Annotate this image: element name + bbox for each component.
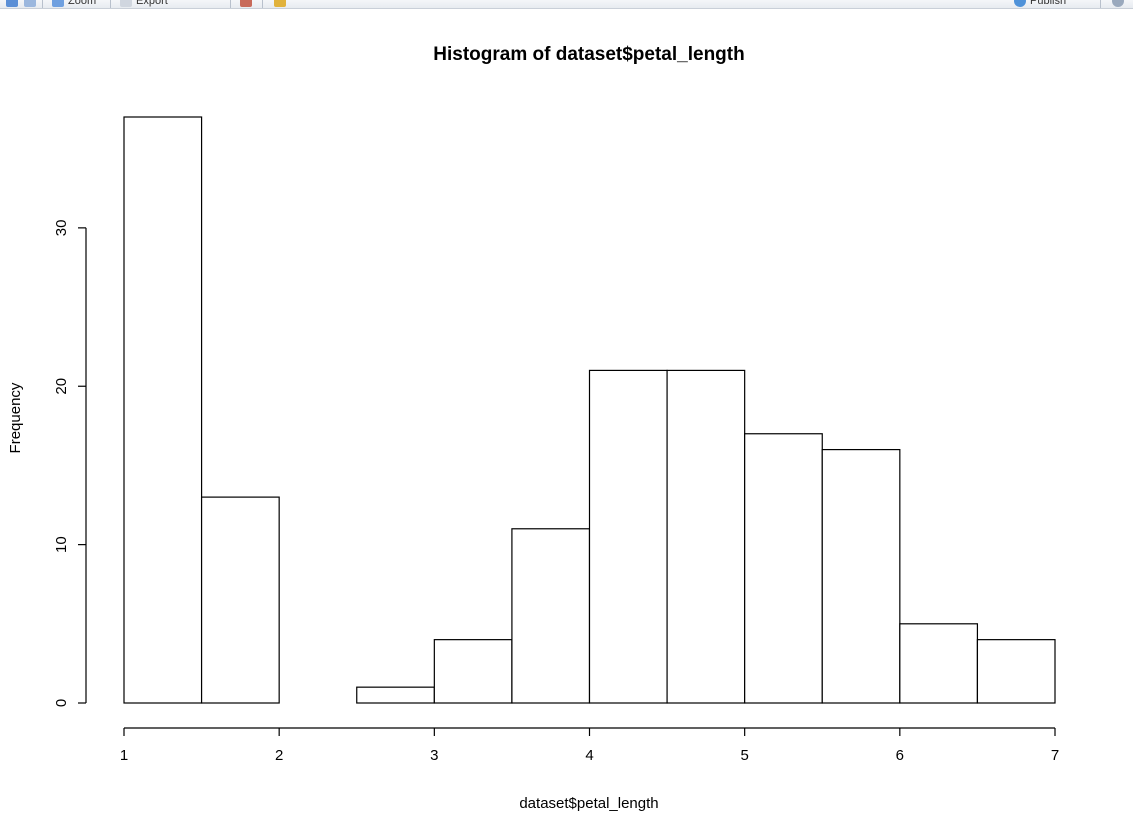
histogram-bar xyxy=(744,433,823,704)
axes-group: 1 2 3 4 5 6 7 0 10 20 30 xyxy=(53,220,1059,764)
y-tick-label: 30 xyxy=(53,220,70,237)
export-button[interactable]: Export xyxy=(136,0,168,7)
x-tick-label: 2 xyxy=(275,747,283,764)
broom-icon[interactable] xyxy=(274,0,286,7)
chart-title: Histogram of dataset$petal_length xyxy=(433,44,744,65)
x-axis-label: dataset$petal_length xyxy=(519,795,658,812)
y-tick-label: 0 xyxy=(53,699,70,707)
toolbar-separator xyxy=(262,0,263,8)
histogram-bar xyxy=(666,369,746,704)
x-tick-label: 7 xyxy=(1051,747,1059,764)
plot-toolbar: Zoom Export Publish xyxy=(0,0,1133,9)
histogram-bar xyxy=(200,496,280,704)
histogram-bar xyxy=(821,448,901,704)
zoom-icon xyxy=(52,0,64,7)
export-icon xyxy=(120,0,132,7)
zoom-button[interactable]: Zoom xyxy=(68,0,97,7)
arrow-right-icon[interactable] xyxy=(24,0,36,7)
clear-icon[interactable] xyxy=(240,0,252,7)
histogram-bar xyxy=(899,623,979,704)
histogram-bar xyxy=(976,639,1056,704)
y-tick-label: 20 xyxy=(53,378,70,395)
x-tick-label: 4 xyxy=(585,747,593,764)
x-tick-label: 1 xyxy=(120,747,128,764)
histogram-bar xyxy=(123,116,203,704)
refresh-icon[interactable] xyxy=(1112,0,1124,7)
histogram-chart: Histogram of dataset$petal_length 1 2 3 4 5 6… xyxy=(7,44,1059,812)
x-tick-label: 3 xyxy=(430,747,438,764)
toolbar-separator xyxy=(110,0,111,8)
publish-icon xyxy=(1014,0,1026,7)
x-tick-label: 5 xyxy=(740,747,748,764)
histogram-bar xyxy=(511,528,591,704)
y-axis-label: Frequency xyxy=(7,382,24,453)
y-tick-label: 10 xyxy=(53,536,70,553)
publish-button[interactable]: Publish xyxy=(1030,0,1067,7)
bars-group xyxy=(123,116,1056,704)
toolbar-separator xyxy=(42,0,43,8)
arrow-left-icon[interactable] xyxy=(6,0,18,7)
toolbar-separator xyxy=(1100,0,1101,8)
histogram-bar xyxy=(588,369,668,704)
x-tick-label: 6 xyxy=(896,747,904,764)
histogram-bar xyxy=(433,639,513,704)
toolbar-separator xyxy=(230,0,231,8)
histogram-bar xyxy=(356,686,435,704)
